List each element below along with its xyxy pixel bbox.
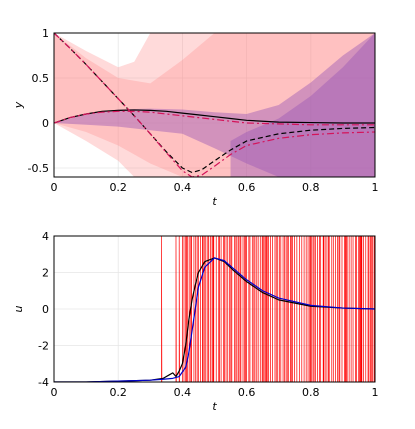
x-axis-label: t xyxy=(212,195,217,208)
series-line-0 xyxy=(54,109,375,124)
x-axis-label: t xyxy=(212,400,217,413)
y-tick-label: 2 xyxy=(42,267,49,280)
bottom-plot-panel: 0 0.2 0.4 0.6 0.8 1 -4 -2 0 2 4 t u xyxy=(12,230,379,413)
plot-frame xyxy=(53,235,376,383)
x-tick-label: 0.4 xyxy=(174,386,192,399)
y-tick-label: 0 xyxy=(42,117,49,130)
x-tick-label: 0 xyxy=(51,386,58,399)
y-axis-label: y xyxy=(12,101,25,109)
x-tick-label: 0.2 xyxy=(109,181,127,194)
x-tick-label: 0.6 xyxy=(238,386,256,399)
x-tick-label: 0.6 xyxy=(238,181,256,194)
y-tick-label: -0.5 xyxy=(28,162,49,175)
y-tick-label: 1 xyxy=(42,27,49,40)
confidence-band-2 xyxy=(54,33,375,177)
x-tick-label: 0.8 xyxy=(302,181,320,194)
x-tick-label: 1 xyxy=(372,386,379,399)
confidence-band-1 xyxy=(54,33,375,177)
x-tick-label: 0.4 xyxy=(174,181,192,194)
x-tick-label: 0.2 xyxy=(109,386,127,399)
series-line-0 xyxy=(54,257,375,382)
y-tick-label: -2 xyxy=(38,340,49,353)
confidence-band-0 xyxy=(54,33,375,177)
series-line-3 xyxy=(54,33,375,177)
y-tick-label: -4 xyxy=(38,376,49,389)
y-tick-label: 4 xyxy=(42,230,49,243)
series-line-1 xyxy=(54,257,375,382)
y-axis-label: u xyxy=(12,305,25,312)
plot-frame xyxy=(53,32,376,178)
x-tick-label: 0 xyxy=(51,181,58,194)
y-tick-label: 0 xyxy=(42,303,49,316)
x-tick-label: 1 xyxy=(372,181,379,194)
x-tick-label: 0.8 xyxy=(302,386,320,399)
y-tick-label: 0.5 xyxy=(32,72,50,85)
confidence-band-3 xyxy=(230,33,375,177)
series-line-2 xyxy=(54,110,375,126)
